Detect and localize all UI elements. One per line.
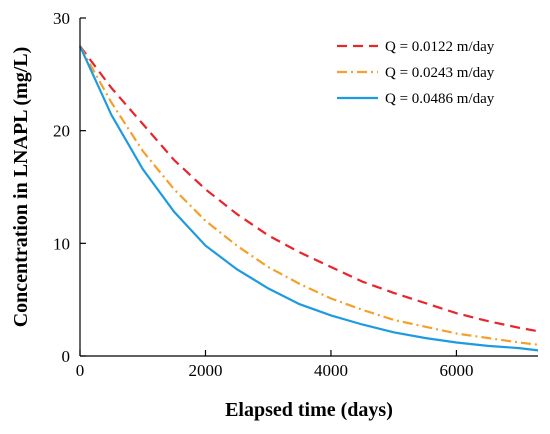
legend: Q = 0.0122 m/day Q = 0.0243 m/day Q = 0.04…: [337, 39, 495, 107]
series-line-1: [79, 45, 539, 333]
legend-label-3: Q = 0.0486 m/day: [385, 91, 495, 107]
x-tick-label: 2000: [188, 361, 222, 380]
x-tick-label: 6000: [439, 361, 473, 380]
axes: 0 2000 4000 6000 0 10 20 30: [53, 9, 538, 380]
plot-area: [78, 45, 539, 352]
x-tick-label: 0: [76, 361, 85, 380]
x-tick-label: 4000: [314, 361, 348, 380]
y-tick-label: 0: [62, 347, 71, 366]
legend-label-1: Q = 0.0122 m/day: [385, 39, 495, 55]
series-line-2: [79, 45, 539, 346]
x-axis-title: Elapsed time (days): [225, 399, 393, 421]
y-tick-label: 10: [53, 234, 70, 253]
legend-label-2: Q = 0.0243 m/day: [385, 65, 495, 81]
series-line-3: [78, 45, 539, 352]
y-tick-label: 30: [53, 9, 70, 28]
y-axis-title: Concentration in LNAPL (mg/L): [10, 47, 32, 328]
y-tick-label: 20: [53, 122, 70, 141]
